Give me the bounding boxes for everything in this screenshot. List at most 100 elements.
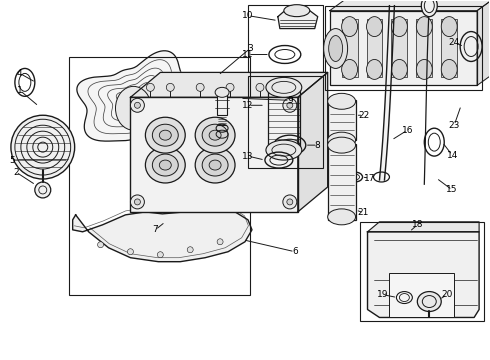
Polygon shape: [330, 0, 490, 11]
Polygon shape: [278, 11, 318, 28]
Ellipse shape: [324, 28, 347, 68]
Bar: [248, 5, 323, 72]
Ellipse shape: [134, 102, 141, 108]
Ellipse shape: [159, 130, 171, 140]
Text: 19: 19: [377, 290, 388, 299]
Ellipse shape: [284, 5, 310, 17]
Ellipse shape: [217, 239, 223, 245]
Ellipse shape: [416, 17, 432, 37]
Ellipse shape: [146, 117, 185, 153]
Ellipse shape: [392, 17, 407, 37]
Bar: [392, 19, 407, 77]
Bar: [248, 76, 323, 168]
Text: 12: 12: [242, 101, 254, 110]
Ellipse shape: [287, 102, 293, 108]
Ellipse shape: [266, 140, 302, 160]
Bar: [416, 19, 432, 77]
Ellipse shape: [328, 137, 356, 153]
Polygon shape: [298, 72, 328, 212]
Ellipse shape: [416, 59, 432, 80]
Ellipse shape: [215, 87, 229, 97]
Bar: [130, 97, 298, 212]
Polygon shape: [130, 72, 328, 97]
Text: 20: 20: [441, 290, 453, 299]
Ellipse shape: [130, 195, 145, 209]
Ellipse shape: [152, 154, 178, 176]
Bar: [328, 144, 356, 220]
Ellipse shape: [226, 84, 234, 91]
Ellipse shape: [127, 249, 133, 255]
Text: 6: 6: [292, 247, 298, 256]
Ellipse shape: [441, 17, 457, 37]
Ellipse shape: [134, 199, 141, 205]
Ellipse shape: [202, 154, 228, 176]
Text: 8: 8: [315, 141, 320, 150]
Ellipse shape: [328, 209, 356, 225]
Ellipse shape: [283, 195, 297, 209]
Ellipse shape: [342, 59, 358, 80]
Bar: [367, 19, 383, 77]
Bar: [217, 90, 227, 115]
Text: 14: 14: [446, 150, 458, 159]
Ellipse shape: [209, 130, 221, 140]
Polygon shape: [477, 0, 490, 85]
Text: 22: 22: [358, 111, 369, 120]
Ellipse shape: [146, 147, 185, 183]
Text: 15: 15: [446, 185, 458, 194]
Ellipse shape: [417, 292, 441, 311]
Polygon shape: [368, 232, 479, 318]
Text: 9: 9: [287, 96, 293, 105]
Ellipse shape: [276, 84, 284, 91]
Ellipse shape: [116, 86, 151, 130]
Text: 17: 17: [364, 174, 375, 183]
Ellipse shape: [98, 242, 103, 248]
Ellipse shape: [328, 93, 356, 109]
Ellipse shape: [166, 84, 174, 91]
Ellipse shape: [195, 117, 235, 153]
Polygon shape: [368, 222, 479, 232]
Text: 18: 18: [412, 220, 423, 229]
Ellipse shape: [329, 36, 343, 62]
Ellipse shape: [35, 182, 51, 198]
Ellipse shape: [202, 124, 228, 146]
Ellipse shape: [287, 199, 293, 205]
Bar: [441, 19, 457, 77]
Ellipse shape: [367, 17, 383, 37]
Text: 2: 2: [13, 167, 19, 176]
Text: 4: 4: [17, 69, 23, 78]
Text: 7: 7: [152, 225, 158, 234]
Ellipse shape: [256, 84, 264, 91]
Text: 5: 5: [9, 156, 15, 165]
Ellipse shape: [266, 77, 302, 97]
Ellipse shape: [328, 132, 356, 148]
Bar: [330, 11, 477, 85]
Ellipse shape: [441, 59, 457, 80]
Ellipse shape: [157, 252, 163, 258]
Text: 24: 24: [448, 38, 460, 47]
Ellipse shape: [159, 160, 171, 170]
Ellipse shape: [195, 147, 235, 183]
Bar: [69, 58, 250, 294]
Bar: [325, 6, 482, 90]
Text: 21: 21: [358, 208, 369, 217]
Ellipse shape: [11, 115, 74, 179]
Ellipse shape: [392, 59, 407, 80]
Ellipse shape: [209, 160, 221, 170]
Ellipse shape: [196, 84, 204, 91]
Polygon shape: [77, 51, 202, 141]
Ellipse shape: [130, 98, 145, 112]
Text: 16: 16: [402, 126, 413, 135]
Ellipse shape: [147, 84, 154, 91]
Ellipse shape: [421, 0, 437, 17]
Text: 11: 11: [242, 50, 254, 59]
Ellipse shape: [187, 247, 193, 253]
Bar: [342, 19, 358, 77]
Ellipse shape: [152, 124, 178, 146]
Bar: [360, 222, 484, 321]
Text: 23: 23: [448, 121, 460, 130]
Ellipse shape: [367, 59, 383, 80]
Text: 3: 3: [247, 44, 253, 53]
Bar: [390, 273, 454, 318]
Ellipse shape: [342, 17, 358, 37]
Bar: [328, 100, 356, 140]
